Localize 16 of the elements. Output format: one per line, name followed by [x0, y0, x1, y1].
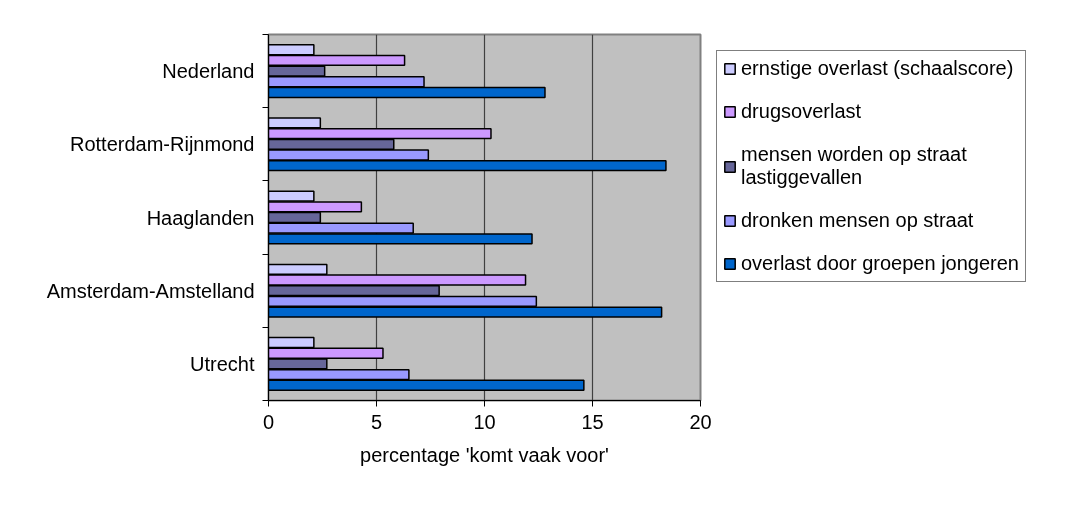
x-axis-title: percentage 'komt vaak voor': [360, 443, 609, 466]
y-tick-label: Amsterdam-Amstelland: [46, 279, 255, 302]
y-tick-label: Nederland: [162, 60, 255, 83]
x-tick-label: 0: [262, 410, 275, 433]
legend-label: drugsoverlast: [741, 100, 862, 123]
legend-label: mensen worden op straat lastiggevallen: [741, 143, 967, 189]
y-tick-label: Rotterdam-Rijnmond: [69, 133, 255, 156]
legend-label: overlast door groepen jongeren: [741, 252, 1019, 275]
x-tick-label: 15: [581, 410, 604, 433]
x-tick-label: 20: [689, 410, 712, 433]
legend-label: ernstige overlast (schaalscore): [741, 57, 1014, 80]
x-tick-label: 5: [370, 410, 383, 433]
y-tick-label: Utrecht: [190, 352, 255, 375]
legend-label: dronken mensen op straat: [741, 209, 974, 232]
x-tick-label: 10: [473, 410, 496, 433]
y-tick-label: Haaglanden: [146, 206, 255, 229]
